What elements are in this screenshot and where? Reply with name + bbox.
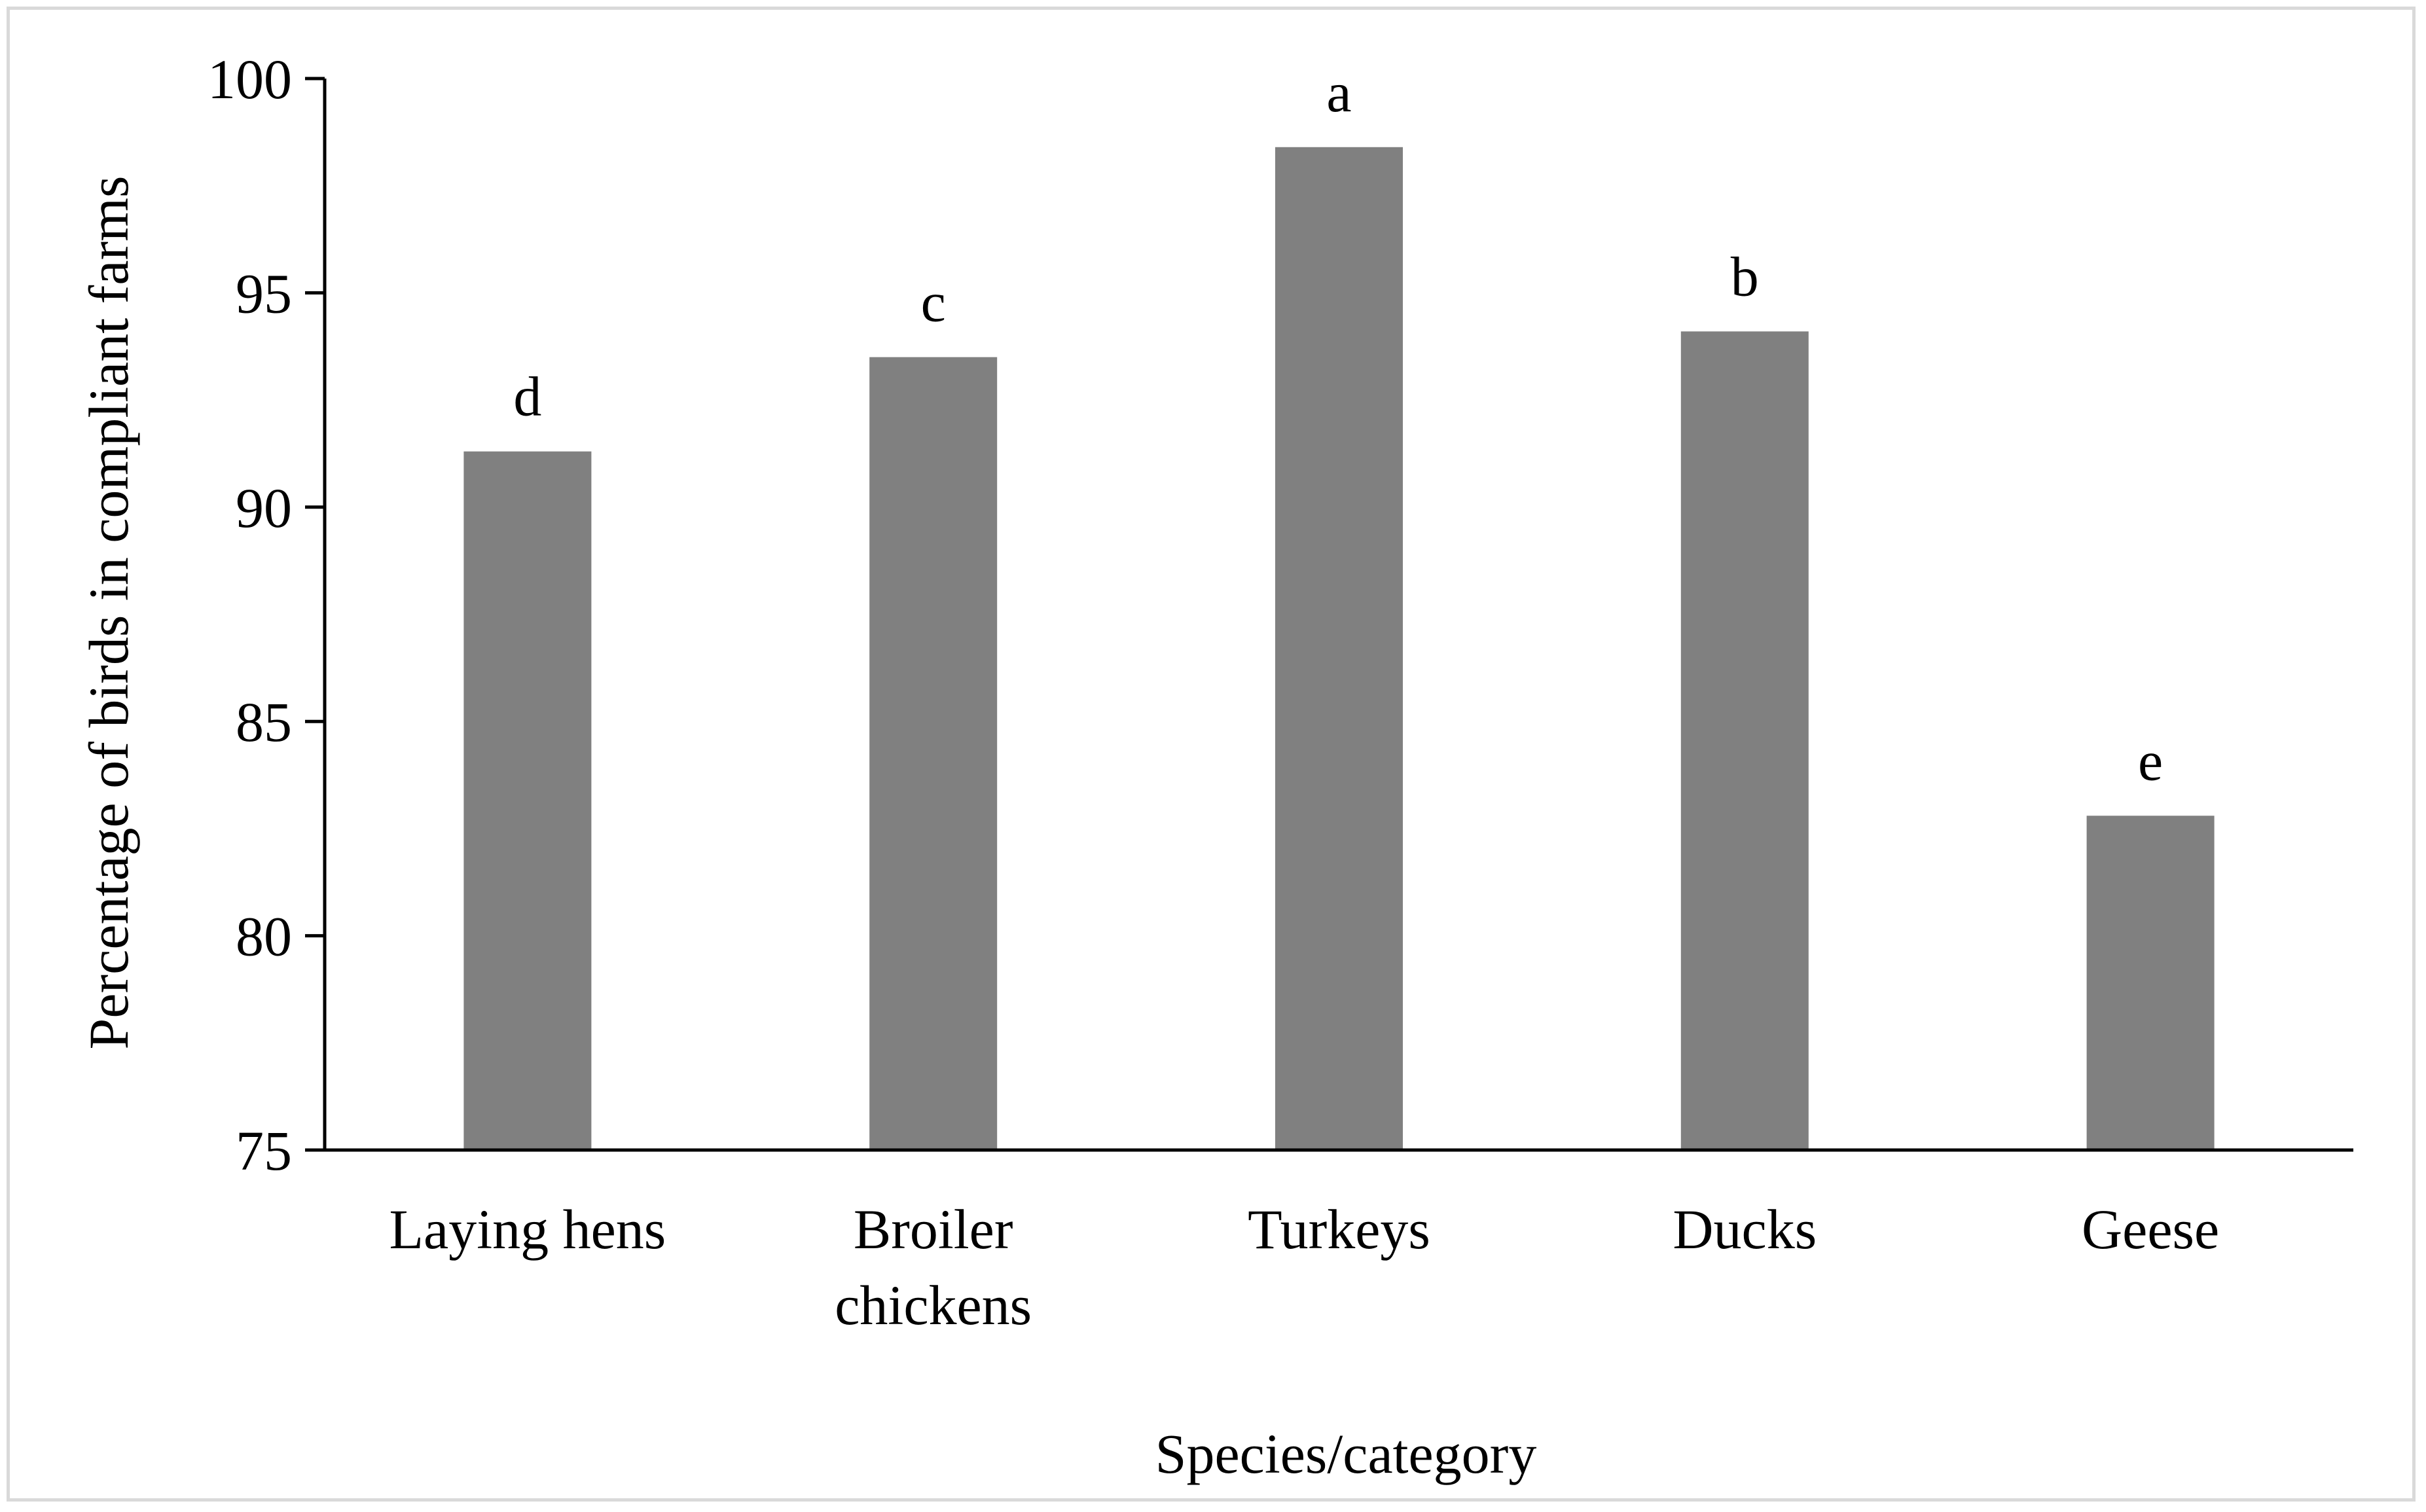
y-tick-label: 75	[236, 1119, 292, 1182]
chart-frame	[7, 7, 2416, 1502]
significance-labels-group: d c a b e	[513, 61, 2163, 792]
axes-group	[323, 79, 2353, 1152]
y-tick-label: 100	[208, 48, 292, 111]
significance-label: b	[1731, 245, 1759, 308]
significance-label: e	[2138, 729, 2163, 792]
y-tick-label: 90	[236, 477, 292, 539]
significance-label: c	[921, 271, 946, 334]
y-ticks-group: 75 80 85 90 95 100	[208, 48, 325, 1182]
y-tick-label: 85	[236, 691, 292, 753]
x-category-label: Broiler	[854, 1198, 1013, 1261]
bar-laying-hens	[463, 451, 592, 1150]
bar-ducks	[1680, 331, 1809, 1150]
x-category-label: Laying hens	[389, 1198, 666, 1261]
significance-label: a	[1326, 61, 1351, 124]
x-category-label: Ducks	[1673, 1198, 1817, 1261]
bars-group	[463, 147, 2215, 1150]
bar-turkeys	[1275, 147, 1403, 1150]
x-category-label: Geese	[2082, 1198, 2219, 1261]
category-labels-group: Laying hens Broiler chickens Turkeys Ducks Ge…	[389, 1198, 2220, 1337]
significance-label: d	[513, 365, 541, 428]
bar-broiler-chickens	[869, 357, 998, 1150]
y-axis-title: Percentage of birds in compliant farms	[77, 176, 140, 1050]
y-tick-label: 80	[236, 905, 292, 968]
x-axis-title: Species/category	[1155, 1422, 1537, 1485]
x-category-label: Turkeys	[1248, 1198, 1430, 1261]
bar-geese	[2086, 816, 2215, 1150]
x-category-label: chickens	[835, 1274, 1032, 1337]
y-tick-label: 95	[236, 262, 292, 325]
